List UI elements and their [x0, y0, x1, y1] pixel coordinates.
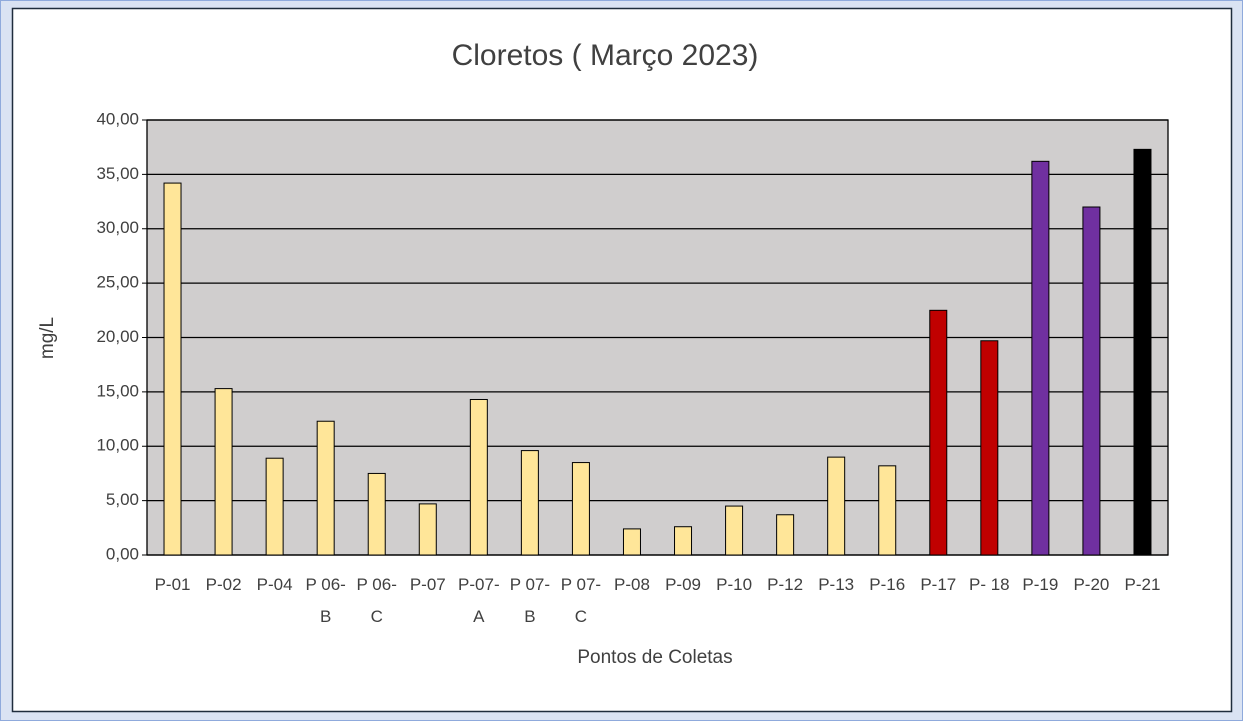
- x-axis-title: Pontos de Coletas: [577, 647, 732, 668]
- bar: [1133, 148, 1152, 556]
- x-tick-label: P 07-B: [510, 575, 550, 626]
- x-tick-label: P-02: [206, 575, 242, 594]
- y-tick-label: 35,00: [96, 164, 139, 183]
- chart-title: Cloretos ( Março 2023): [452, 39, 759, 72]
- bar: [725, 505, 744, 556]
- bar: [469, 398, 488, 556]
- x-tick-label: P-16: [869, 575, 905, 594]
- x-tick-label: P-17: [920, 575, 956, 594]
- bar: [265, 457, 284, 556]
- plot-border: [146, 119, 1169, 556]
- x-tick-label: P 06-B: [306, 575, 346, 626]
- bar: [214, 388, 233, 556]
- bar: [929, 309, 948, 556]
- x-tick-label: P-19: [1022, 575, 1058, 594]
- y-tick-label: 40,00: [96, 109, 139, 128]
- bar: [776, 514, 795, 556]
- x-tick-label: P-07: [410, 575, 446, 594]
- bar: [571, 462, 590, 556]
- bar: [878, 465, 897, 556]
- y-tick-label: 0,00: [106, 544, 139, 563]
- bar: [674, 526, 693, 556]
- bar: [367, 472, 386, 556]
- y-tick-label: 15,00: [96, 381, 139, 400]
- bar: [622, 528, 641, 556]
- x-tick-label: P-09: [665, 575, 701, 594]
- y-axis-title: mg/L: [37, 317, 58, 359]
- y-tick-label: 30,00: [96, 218, 139, 237]
- x-tick-label: P-21: [1125, 575, 1161, 594]
- x-tick-label: P-10: [716, 575, 752, 594]
- y-tick-label: 5,00: [106, 490, 139, 509]
- x-tick-label: P-13: [818, 575, 854, 594]
- x-tick-label: P-20: [1073, 575, 1109, 594]
- x-tick-label: P-08: [614, 575, 650, 594]
- bar: [827, 456, 846, 556]
- x-tick-label: P-01: [155, 575, 191, 594]
- y-tick-label: 25,00: [96, 273, 139, 292]
- x-tick-label: P- 18: [969, 575, 1010, 594]
- bar: [163, 182, 182, 556]
- x-tick-label: P-07-A: [458, 575, 500, 626]
- x-tick-label: P 06-C: [357, 575, 397, 626]
- y-tick-label: 10,00: [96, 436, 139, 455]
- bar: [520, 450, 539, 556]
- x-tick-label: P-04: [257, 575, 293, 594]
- x-tick-label: P 07-C: [561, 575, 601, 626]
- bar: [1082, 206, 1101, 556]
- bar: [418, 503, 437, 556]
- bar: [980, 340, 999, 556]
- x-tick-label: P-12: [767, 575, 803, 594]
- bar: [1031, 160, 1050, 556]
- bar: [316, 420, 335, 556]
- y-tick-label: 20,00: [96, 327, 139, 346]
